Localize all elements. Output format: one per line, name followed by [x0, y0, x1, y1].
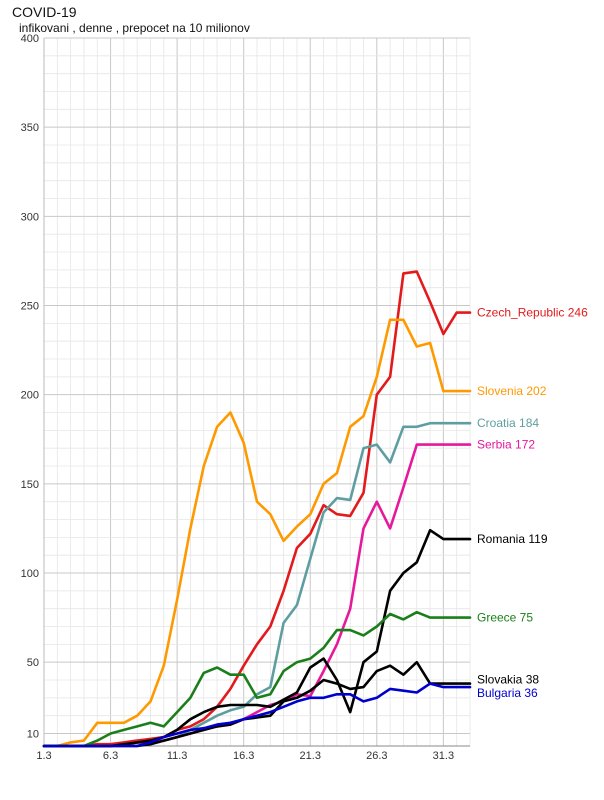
x-tick-label: 16.3: [233, 750, 254, 762]
y-tick-label: 10: [27, 729, 39, 741]
series-label-czech-republic: Czech_Republic 246: [477, 306, 588, 320]
x-tick-label: 1.3: [36, 750, 51, 762]
y-tick-label: 250: [21, 301, 39, 313]
series-line-greece: [42, 610, 472, 748]
x-tick-label: 21.3: [300, 750, 321, 762]
x-tick-label: 26.3: [366, 750, 387, 762]
series-label-slovenia: Slovenia 202: [477, 384, 547, 398]
series-label-serbia: Serbia 172: [477, 438, 535, 452]
x-tick-label: 11.3: [167, 750, 188, 762]
x-tick-label: 31.3: [433, 750, 454, 762]
y-tick-label: 150: [21, 479, 39, 491]
series-line-czech-republic: [42, 270, 472, 748]
y-tick-label: 50: [27, 657, 39, 669]
x-tick-label: 6.3: [103, 750, 118, 762]
series-line-bulgaria: [42, 682, 472, 748]
series-label-slovakia: Slovakia 38: [477, 673, 539, 687]
series-label-croatia: Croatia 184: [477, 416, 539, 430]
y-tick-label: 400: [21, 33, 39, 45]
y-tick-label: 350: [21, 122, 39, 134]
chart-subtitle: infikovani , denne , prepocet na 10 mili…: [19, 21, 250, 35]
series-end-labels: Czech_Republic 246 Slovenia 202 Croatia 18…: [477, 306, 588, 701]
series-label-greece: Greece 75: [477, 611, 533, 625]
series-label-bulgaria: Bulgaria 36: [477, 686, 538, 700]
series-line-slovenia: [42, 318, 472, 748]
series-lines: [42, 270, 472, 748]
y-tick-label: 100: [21, 568, 39, 580]
series-label-romania: Romania 119: [477, 532, 548, 546]
chart-title: COVID-19: [12, 4, 77, 20]
y-tick-label: 200: [21, 390, 39, 402]
y-tick-label: 300: [21, 211, 39, 223]
grid: [43, 37, 471, 746]
